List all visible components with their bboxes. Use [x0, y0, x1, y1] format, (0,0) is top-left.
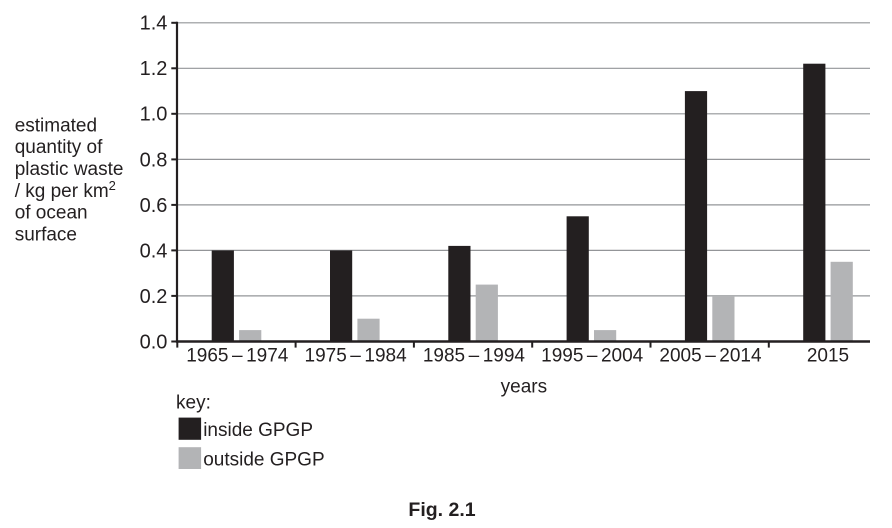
svg-text:0.4: 0.4	[140, 240, 168, 262]
svg-text:1975–1984: 1975–1984	[305, 346, 408, 367]
svg-text:estimated: estimated	[15, 115, 97, 136]
svg-text:0.2: 0.2	[140, 286, 168, 308]
svg-text:outside GPGP: outside GPGP	[203, 450, 324, 471]
svg-text:1.2: 1.2	[140, 58, 168, 80]
svg-text:1.0: 1.0	[140, 104, 168, 126]
svg-text:0.0: 0.0	[140, 331, 168, 353]
svg-text:Fig. 2.1: Fig. 2.1	[408, 499, 475, 521]
svg-text:key:: key:	[176, 393, 211, 414]
svg-text:plastic waste: plastic waste	[15, 159, 124, 180]
svg-text:1965–1974: 1965–1974	[186, 346, 289, 367]
svg-text:of ocean: of ocean	[15, 203, 88, 224]
svg-text:inside GPGP: inside GPGP	[203, 420, 313, 441]
svg-text:years: years	[501, 376, 547, 397]
svg-text:1995–2004: 1995–2004	[541, 346, 644, 367]
svg-text:2005–2014: 2005–2014	[659, 346, 762, 367]
svg-text:1.4: 1.4	[140, 13, 168, 35]
svg-text:quantity of: quantity of	[15, 137, 103, 158]
svg-text:0.8: 0.8	[140, 149, 168, 171]
svg-text:1985–1994: 1985–1994	[423, 346, 526, 367]
svg-text:surface: surface	[15, 225, 77, 246]
svg-text:/ kg per km2: / kg per km2	[15, 177, 116, 202]
svg-text:0.6: 0.6	[140, 195, 168, 217]
svg-text:2015: 2015	[807, 346, 849, 367]
